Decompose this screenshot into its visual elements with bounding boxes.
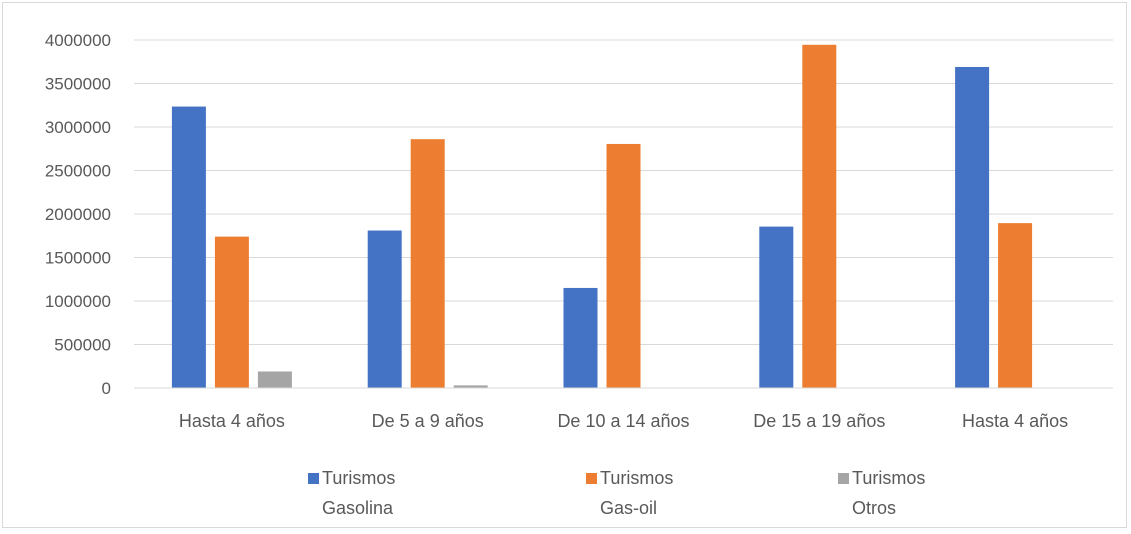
y-tick-label: 1500000 xyxy=(45,249,111,268)
bar xyxy=(606,143,641,388)
y-tick-label: 2500000 xyxy=(45,162,111,181)
x-tick-label: De 15 a 19 años xyxy=(753,411,885,431)
bar xyxy=(563,287,598,388)
bar xyxy=(759,226,794,388)
legend-label: Turismos xyxy=(852,468,925,488)
bar xyxy=(802,44,837,388)
legend-label: Gas-oil xyxy=(600,498,657,518)
y-tick-label: 500000 xyxy=(54,336,111,355)
y-tick-label: 4000000 xyxy=(45,31,111,50)
legend-label: Turismos xyxy=(600,468,673,488)
legend-item: Turismos Otros xyxy=(838,468,925,518)
y-tick-label: 1000000 xyxy=(45,292,111,311)
y-tick-label: 3500000 xyxy=(45,75,111,94)
legend-label: Gasolina xyxy=(322,498,394,518)
legend-swatch xyxy=(586,473,597,484)
legend-label: Turismos xyxy=(322,468,395,488)
bar xyxy=(410,139,445,388)
legend-label: Otros xyxy=(852,498,896,518)
x-tick-label: De 5 a 9 años xyxy=(372,411,484,431)
x-tick-label: Hasta 4 años xyxy=(962,411,1068,431)
bar-series xyxy=(171,44,1033,389)
legend-item: Turismos Gasolina xyxy=(308,468,395,518)
y-axis-tick-labels: 0 500000 1000000 1500000 2000000 2500000 30000… xyxy=(45,31,111,398)
bar xyxy=(955,66,990,388)
bar xyxy=(367,230,402,388)
bar xyxy=(257,371,292,388)
y-tick-label: 3000000 xyxy=(45,118,111,137)
bar xyxy=(214,236,249,388)
chart-frame: 0 500000 1000000 1500000 2000000 2500000 30000… xyxy=(2,2,1127,528)
bar xyxy=(453,385,488,388)
legend-item: Turismos Gas-oil xyxy=(586,468,673,518)
legend-swatch xyxy=(308,473,319,484)
x-axis: Hasta 4 años De 5 a 9 años De 10 a 14 años… xyxy=(134,387,1113,431)
bar-chart: 0 500000 1000000 1500000 2000000 2500000 30000… xyxy=(45,31,1113,518)
x-tick-label: De 10 a 14 años xyxy=(557,411,689,431)
y-tick-label: 0 xyxy=(102,379,111,398)
legend: Turismos Gasolina Turismos Gas-oil Turismos O… xyxy=(308,468,925,518)
legend-swatch xyxy=(838,473,849,484)
y-tick-label: 2000000 xyxy=(45,205,111,224)
bar xyxy=(998,223,1033,388)
x-tick-label: Hasta 4 años xyxy=(179,411,285,431)
bar xyxy=(171,106,206,389)
